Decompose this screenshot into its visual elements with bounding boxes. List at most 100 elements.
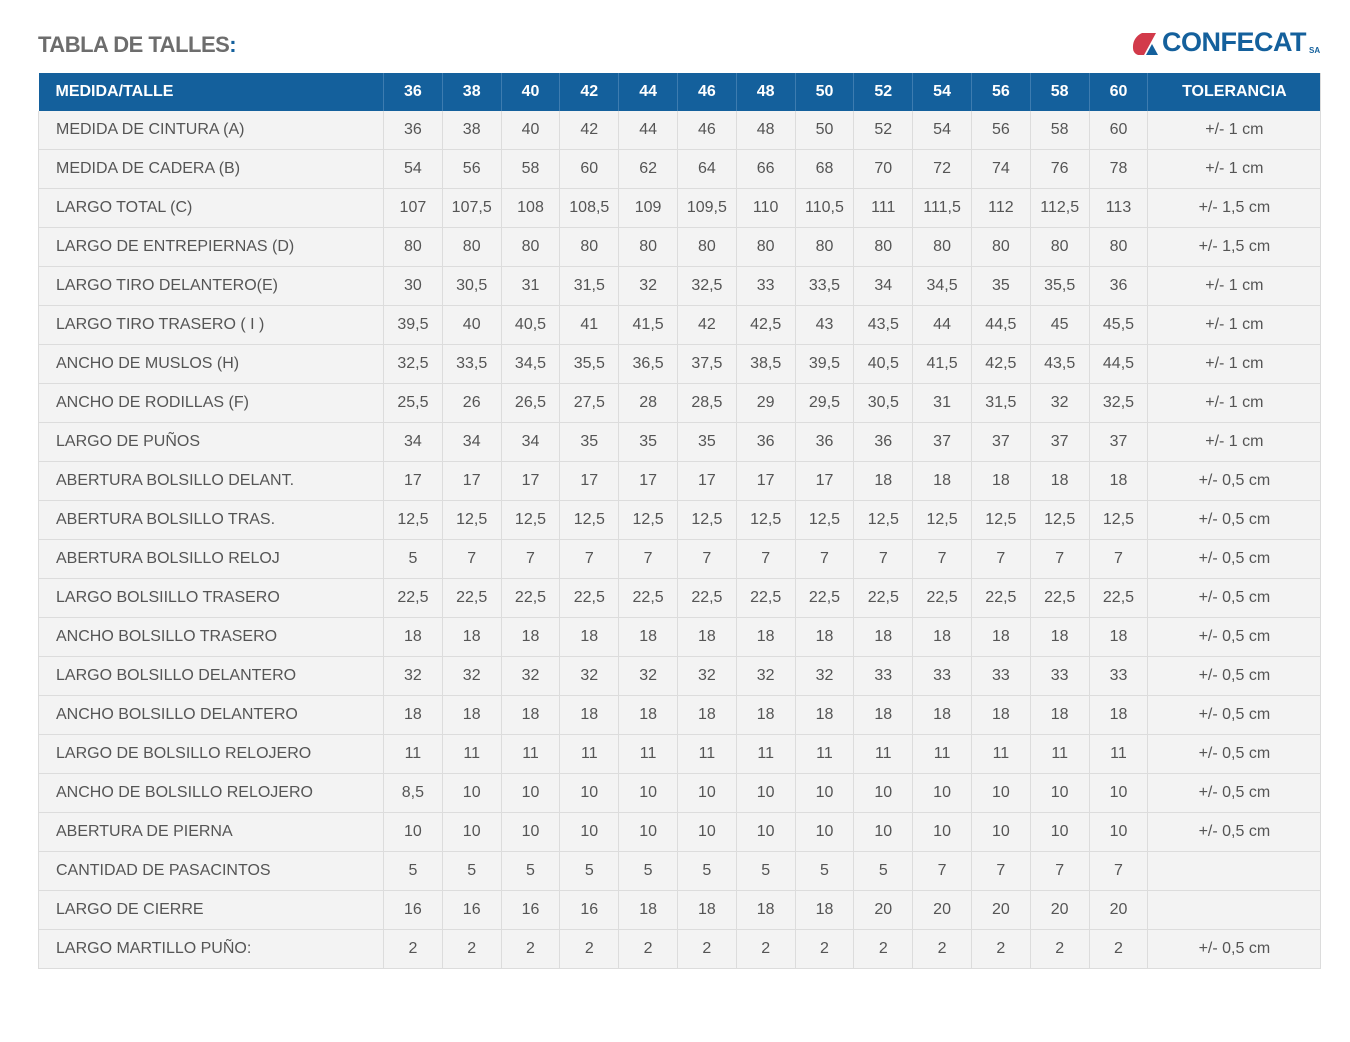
size-value: 10 (912, 773, 972, 813)
size-value: 17 (795, 461, 855, 501)
table-row: MEDIDA DE CINTURA (A) 36 38 40 42 44 46 48 50 52 5… (38, 111, 1322, 150)
size-value: 109,5 (677, 188, 737, 228)
size-value: 18 (1030, 695, 1090, 735)
size-value: 35 (677, 422, 737, 462)
size-value: 20 (1089, 890, 1149, 930)
size-value: 107 (383, 188, 443, 228)
size-value: 44 (618, 111, 678, 150)
tolerance-value: +/- 0,5 cm (1147, 539, 1322, 579)
size-value: 12,5 (853, 500, 914, 540)
size-value: 10 (618, 812, 678, 852)
size-value: 18 (501, 695, 561, 735)
size-value: 18 (442, 695, 502, 735)
size-value: 18 (795, 617, 855, 657)
size-value: 18 (1030, 617, 1090, 657)
size-value: 7 (1089, 851, 1149, 891)
size-value: 5 (677, 851, 737, 891)
size-value: 10 (1089, 773, 1149, 813)
size-value: 37,5 (677, 344, 737, 384)
size-value: 30,5 (442, 266, 502, 306)
size-value: 32 (618, 266, 678, 306)
size-value: 80 (618, 227, 678, 267)
size-value: 32 (383, 656, 443, 696)
size-value: 30,5 (853, 383, 914, 423)
size-value: 10 (383, 812, 443, 852)
size-value: 20 (1030, 890, 1090, 930)
size-value: 35,5 (1030, 266, 1090, 306)
size-value: 26,5 (501, 383, 561, 423)
size-value: 36 (853, 422, 914, 462)
row-label: LARGO DE PUÑOS (38, 422, 384, 462)
size-value: 28 (618, 383, 678, 423)
size-value: 80 (501, 227, 561, 267)
size-value: 38 (442, 111, 502, 150)
size-value: 39,5 (795, 344, 855, 384)
size-value: 48 (736, 111, 796, 150)
size-value: 80 (912, 227, 972, 267)
header-size: 42 (559, 73, 620, 111)
row-label: MEDIDA DE CADERA (B) (38, 149, 384, 189)
tolerance-value: +/- 0,5 cm (1147, 734, 1322, 774)
size-value: 2 (971, 929, 1031, 969)
size-value: 18 (736, 695, 796, 735)
table-row: ANCHO DE MUSLOS (H) 32,5 33,5 34,5 35,5 36,5 3… (38, 344, 1322, 384)
size-value: 52 (853, 111, 914, 150)
size-value: 44 (912, 305, 972, 345)
size-value: 32 (795, 656, 855, 696)
tolerance-value: +/- 0,5 cm (1147, 656, 1322, 696)
size-value: 111 (853, 188, 914, 228)
size-value: 31,5 (971, 383, 1031, 423)
size-value: 43,5 (1030, 344, 1090, 384)
size-value: 18 (971, 695, 1031, 735)
size-value: 31,5 (559, 266, 620, 306)
brand-logo: CONFECAT SA (1132, 28, 1320, 56)
size-value: 5 (501, 851, 561, 891)
size-value: 11 (501, 734, 561, 774)
size-value: 22,5 (1030, 578, 1090, 618)
size-value: 10 (736, 773, 796, 813)
size-value: 5 (383, 851, 443, 891)
size-value: 35,5 (559, 344, 620, 384)
size-value: 12,5 (677, 500, 737, 540)
size-value: 60 (1089, 111, 1149, 150)
size-value: 10 (618, 773, 678, 813)
size-value: 108 (501, 188, 561, 228)
tolerance-value: +/- 0,5 cm (1147, 461, 1322, 501)
header-size: 48 (736, 73, 796, 111)
header-size: 46 (677, 73, 737, 111)
size-value: 110,5 (795, 188, 855, 228)
size-value: 33 (1030, 656, 1090, 696)
size-value: 32 (559, 656, 620, 696)
size-value: 45 (1030, 305, 1090, 345)
tolerance-value: +/- 1 cm (1147, 383, 1322, 423)
size-value: 64 (677, 149, 737, 189)
size-value: 10 (1089, 812, 1149, 852)
row-label: ABERTURA BOLSILLO RELOJ (38, 539, 384, 579)
size-value: 5 (853, 851, 914, 891)
size-value: 5 (618, 851, 678, 891)
size-value: 20 (912, 890, 972, 930)
size-value: 62 (618, 149, 678, 189)
size-value: 12,5 (1030, 500, 1090, 540)
size-value: 5 (795, 851, 855, 891)
size-value: 42 (559, 111, 620, 150)
size-value: 11 (559, 734, 620, 774)
size-value: 10 (442, 773, 502, 813)
size-value: 110 (736, 188, 796, 228)
size-value: 37 (1030, 422, 1090, 462)
size-value: 33 (736, 266, 796, 306)
header-size: 50 (795, 73, 855, 111)
size-value: 30 (383, 266, 443, 306)
size-value: 60 (559, 149, 620, 189)
row-label: ANCHO DE RODILLAS (F) (38, 383, 384, 423)
size-value: 17 (383, 461, 443, 501)
tolerance-value: +/- 1 cm (1147, 111, 1322, 150)
size-value: 2 (1089, 929, 1149, 969)
size-value: 56 (971, 111, 1031, 150)
size-value: 10 (559, 812, 620, 852)
table-row: LARGO BOLSIILLO TRASERO 22,5 22,5 22,5 22,5 2… (38, 578, 1322, 618)
row-label: LARGO BOLSIILLO TRASERO (38, 578, 384, 618)
size-value: 42 (677, 305, 737, 345)
size-value: 11 (971, 734, 1031, 774)
tolerance-value (1147, 851, 1322, 891)
